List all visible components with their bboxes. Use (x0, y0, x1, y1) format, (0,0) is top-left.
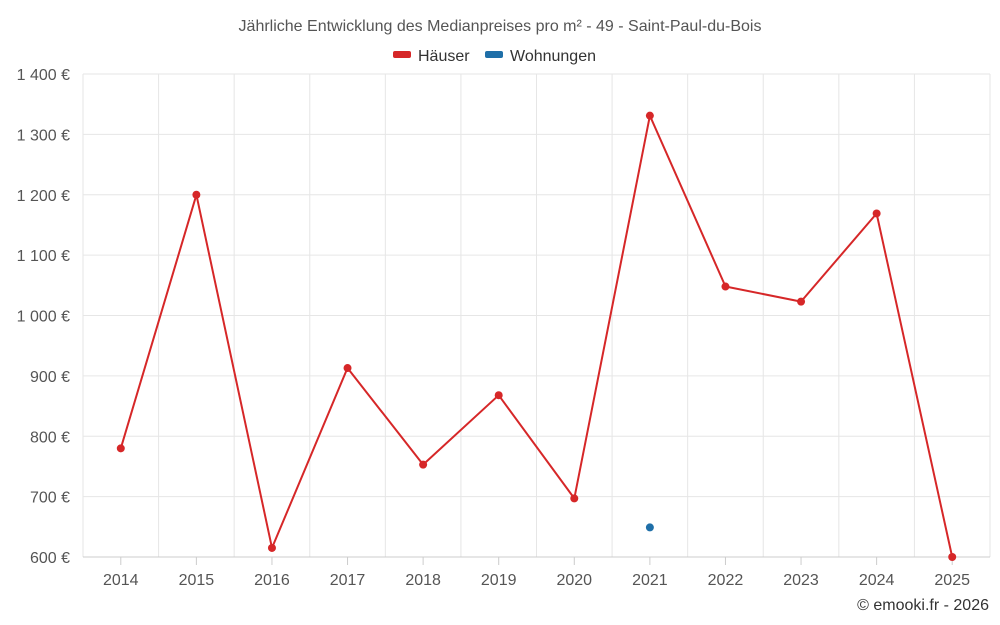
credit-text: © emooki.fr - 2026 (857, 597, 989, 614)
data-point-haeuser[interactable] (343, 364, 352, 373)
data-point-haeuser[interactable] (419, 460, 428, 469)
x-tick-label: 2025 (934, 572, 970, 589)
y-tick-label: 600 € (30, 550, 70, 567)
x-tick-label: 2020 (556, 572, 592, 589)
x-tick-label: 2019 (481, 572, 517, 589)
x-tick-label: 2017 (330, 572, 366, 589)
x-tick-label: 2024 (859, 572, 895, 589)
x-tick-label: 2015 (179, 572, 215, 589)
series-line-haeuser (119, 114, 954, 558)
data-point-haeuser[interactable] (797, 297, 806, 306)
data-point-haeuser[interactable] (570, 494, 579, 503)
y-tick-label: 1 300 € (17, 127, 70, 144)
x-tick-label: 2014 (103, 572, 139, 589)
legend-label-haeuser: Häuser (418, 48, 470, 65)
x-tick-label: 2018 (405, 572, 441, 589)
legend-item-wohnungen[interactable]: Wohnungen (485, 48, 596, 65)
legend-swatch-haeuser (393, 51, 411, 58)
data-point-haeuser[interactable] (267, 543, 276, 552)
legend-label-wohnungen: Wohnungen (510, 48, 596, 65)
x-tick-label: 2016 (254, 572, 290, 589)
y-tick-label: 1 200 € (17, 188, 70, 205)
y-tick-label: 700 € (30, 490, 70, 507)
data-point-haeuser[interactable] (872, 209, 881, 218)
x-tick-label: 2021 (632, 572, 668, 589)
y-tick-label: 1 100 € (17, 248, 70, 265)
y-axis: 600 € 700 € 800 € 900 € 1 000 € 1 100 € 1 200 … (17, 67, 70, 567)
data-point-haeuser[interactable] (721, 282, 730, 291)
y-tick-label: 1 000 € (17, 309, 70, 326)
data-point-haeuser[interactable] (192, 190, 201, 199)
grid (82, 73, 991, 557)
data-point-haeuser[interactable] (645, 111, 654, 120)
data-point-haeuser[interactable] (116, 444, 125, 453)
data-point-haeuser[interactable] (948, 553, 957, 561)
legend-item-haeuser[interactable]: Häuser (393, 48, 470, 65)
x-tick-label: 2023 (783, 572, 819, 589)
x-axis: 2014 2015 2016 2017 2018 2019 2020 2021 2022 2023… (83, 556, 990, 589)
legend: Häuser Wohnungen (393, 48, 596, 65)
data-point-haeuser[interactable] (494, 391, 503, 400)
data-point-wohnungen[interactable] (645, 523, 654, 532)
chart-title: Jährliche Entwicklung des Medianpreises … (239, 18, 762, 35)
y-tick-label: 900 € (30, 369, 70, 386)
x-tick-label: 2022 (708, 572, 744, 589)
legend-swatch-wohnungen (485, 51, 503, 58)
plot-area (116, 111, 957, 561)
y-tick-label: 1 400 € (17, 67, 70, 84)
y-tick-label: 800 € (30, 429, 70, 446)
